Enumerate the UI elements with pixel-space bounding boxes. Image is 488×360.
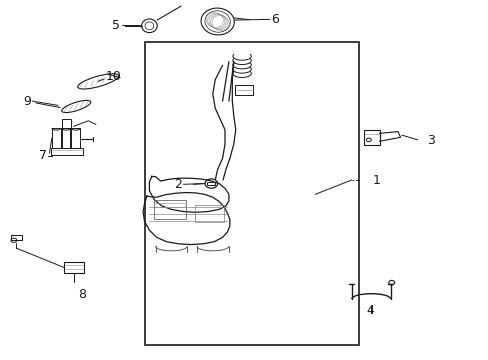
Text: 1: 1 bbox=[371, 174, 379, 186]
Bar bbox=[64, 262, 83, 273]
Text: 3: 3 bbox=[427, 134, 434, 147]
Text: 5: 5 bbox=[112, 19, 120, 32]
Text: 10: 10 bbox=[105, 69, 121, 82]
Bar bbox=[52, 128, 61, 148]
Text: 7: 7 bbox=[39, 149, 47, 162]
Text: 6: 6 bbox=[271, 13, 279, 26]
Bar bbox=[144, 42, 358, 345]
Text: 2: 2 bbox=[174, 178, 182, 191]
Text: 4: 4 bbox=[366, 304, 373, 317]
Bar bbox=[154, 200, 185, 220]
Bar bbox=[11, 234, 22, 240]
Text: 9: 9 bbox=[23, 95, 31, 108]
Bar bbox=[234, 85, 253, 95]
Bar bbox=[51, 148, 82, 155]
Bar bbox=[363, 130, 379, 145]
Bar bbox=[207, 182, 215, 185]
Bar bbox=[61, 119, 71, 128]
Bar bbox=[194, 205, 224, 222]
Text: 8: 8 bbox=[78, 288, 86, 301]
Bar bbox=[61, 128, 70, 148]
Bar bbox=[71, 128, 80, 148]
